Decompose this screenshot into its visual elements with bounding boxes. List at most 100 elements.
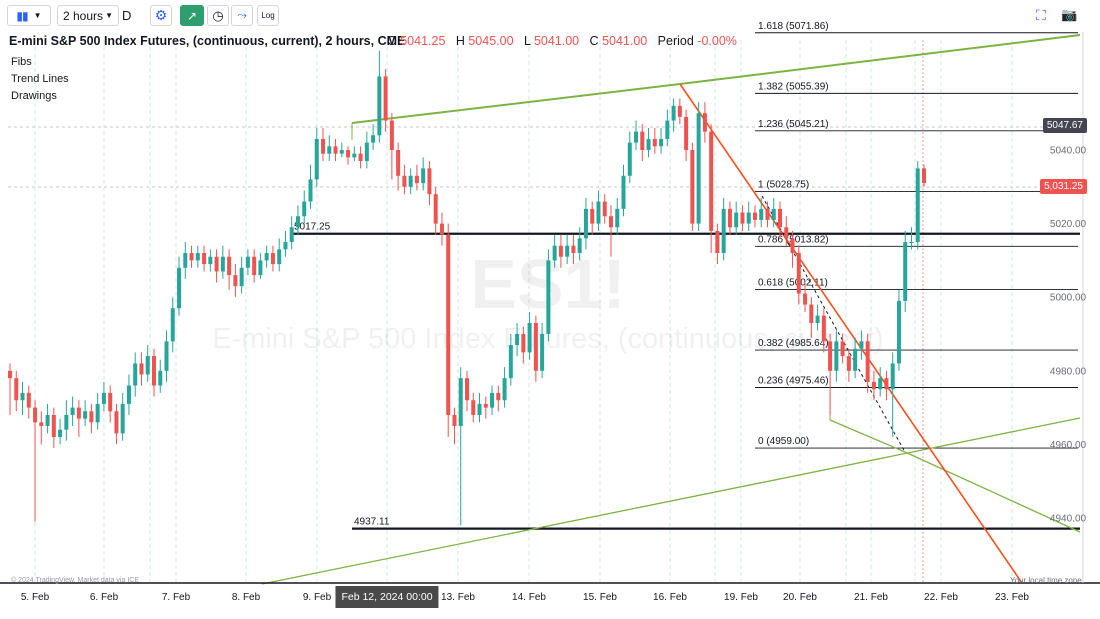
- candle-body: [571, 245, 576, 254]
- x-tick-label: 19. Feb: [724, 592, 758, 603]
- candle-body: [734, 212, 739, 228]
- x-tick-label: 16. Feb: [653, 592, 687, 603]
- candle-body: [252, 256, 257, 276]
- candle-body: [696, 113, 701, 224]
- candle-body: [283, 242, 288, 250]
- y-tick-label: 4940.00: [1050, 514, 1087, 525]
- candle-body: [483, 403, 488, 408]
- candle-body: [665, 120, 670, 139]
- candle-body: [208, 256, 213, 265]
- high-label: H: [455, 34, 465, 48]
- candle-body: [295, 216, 300, 228]
- chevron-down-icon: ▼: [105, 11, 113, 20]
- trend-tool-button[interactable]: ↗: [180, 5, 204, 26]
- candle-body: [58, 429, 63, 438]
- y-tick-label: 5020.00: [1050, 219, 1087, 230]
- legend-item-drawings[interactable]: Drawings: [11, 90, 57, 102]
- candle-body: [915, 168, 920, 242]
- candle-body: [896, 300, 901, 364]
- trend-lines[interactable]: 5017.25 4937.11: [0, 34, 1100, 585]
- compare-button[interactable]: ⤳: [231, 5, 253, 26]
- candle-body: [264, 253, 269, 261]
- legend-item-trend-lines[interactable]: Trend Lines: [11, 73, 69, 85]
- candle-body: [302, 201, 307, 217]
- candle-body: [402, 175, 407, 187]
- candle-body: [20, 392, 25, 401]
- fib-level-label: 0.618 (5002.11): [758, 277, 828, 288]
- candle-body: [659, 138, 664, 147]
- candle-body: [195, 253, 200, 261]
- candle-body: [821, 315, 826, 342]
- log-label: Log: [261, 11, 275, 20]
- candle-body: [352, 153, 357, 158]
- candle-body: [596, 201, 601, 224]
- candle-body: [508, 345, 513, 379]
- candle-body: [108, 392, 113, 412]
- fib-retracement[interactable]: 1.618 (5071.86) 1.382 (5055.39) 1.236 (504…: [755, 21, 1078, 449]
- candle-body: [76, 407, 81, 419]
- candle-body: [922, 168, 926, 184]
- candle-body: [245, 256, 250, 268]
- candle-body: [26, 392, 31, 408]
- candle-body: [646, 138, 651, 150]
- candle-body: [746, 212, 751, 224]
- candle-body: [177, 267, 182, 309]
- candle-body: [490, 392, 495, 408]
- candle-body: [878, 378, 883, 390]
- x-tick-label: 14. Feb: [512, 592, 546, 603]
- candle-body: [815, 315, 820, 323]
- settings-button[interactable]: ⚙: [150, 5, 172, 26]
- candle-body: [89, 411, 94, 423]
- candle-body: [439, 223, 444, 235]
- x-tick-label: 23. Feb: [995, 592, 1029, 603]
- candle-body: [8, 370, 12, 379]
- candle-body: [327, 146, 332, 154]
- trend-line-lower-channel: [261, 417, 1081, 585]
- chart-type-letter[interactable]: D: [122, 8, 132, 23]
- candle-style-button[interactable]: ▮▮ ▼: [7, 5, 51, 26]
- candle-body: [346, 150, 351, 158]
- candle-body: [846, 356, 851, 371]
- x-tick-label: 21. Feb: [854, 592, 888, 603]
- timezone-label[interactable]: Your local time zone: [1010, 576, 1082, 585]
- candle-body: [396, 150, 401, 176]
- candle-body: [828, 341, 833, 371]
- fib-level-label: 0.382 (4985.64): [758, 338, 829, 349]
- candle-body: [151, 356, 156, 386]
- candles: [8, 50, 926, 526]
- symbol-title: E-mini S&P 500 Index Futures, (continuou…: [9, 34, 406, 48]
- x-tick-label: 9. Feb: [302, 592, 332, 603]
- log-scale-button[interactable]: Log: [257, 5, 279, 26]
- candle-body: [515, 334, 520, 346]
- candle-body: [615, 208, 620, 228]
- candle-body: [183, 253, 188, 268]
- y-tick-label: 4980.00: [1050, 366, 1087, 377]
- candle-body: [809, 304, 814, 323]
- x-tick-label: 13. Feb: [441, 592, 475, 603]
- interval-select[interactable]: 2 hours ▼: [57, 5, 119, 26]
- candle-body: [840, 341, 845, 357]
- candles-icon: ▮▮: [16, 8, 28, 23]
- trend-line-red-down: [679, 83, 1023, 584]
- x-tick-label: 5. Feb: [20, 592, 50, 603]
- fib-level-label: 1.382 (5055.39): [758, 81, 829, 92]
- candle-body: [308, 179, 313, 202]
- candle-body: [377, 76, 382, 136]
- candle-body: [871, 381, 876, 390]
- legend-item-fibs[interactable]: Fibs: [11, 56, 32, 68]
- x-tick-label: 20. Feb: [783, 592, 817, 603]
- camera-icon[interactable]: 📷: [1061, 7, 1078, 22]
- x-tick-label: 15. Feb: [583, 592, 617, 603]
- price-axis[interactable]: 4940.00 4960.00 4980.00 5000.00 5020.00 5040.…: [1050, 32, 1087, 583]
- fullscreen-icon[interactable]: ⛶: [1036, 7, 1046, 23]
- candle-body: [752, 212, 757, 220]
- candle-body: [452, 414, 457, 426]
- clock-button[interactable]: ◷: [207, 5, 229, 26]
- candle-body: [909, 242, 914, 243]
- candle-body: [715, 230, 720, 254]
- candle-body: [652, 138, 657, 147]
- trend-icon: ↗: [186, 8, 198, 23]
- candle-body: [790, 238, 795, 254]
- x-tick-label: 8. Feb: [231, 592, 261, 603]
